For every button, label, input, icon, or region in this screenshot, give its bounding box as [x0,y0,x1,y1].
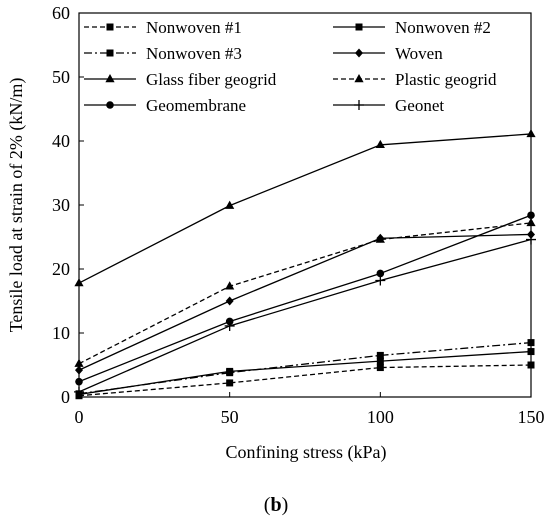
series-line [78,350,532,396]
legend-marker [106,23,114,31]
y-tick-label: 10 [52,323,70,343]
series-line [78,222,532,365]
legend-marker [106,49,114,57]
series-2 [75,339,535,398]
y-tick-label: 40 [52,131,70,151]
panel-label-close-paren: ) [282,494,289,516]
y-tick-label: 60 [52,3,70,23]
legend-item: Nonwoven #3 [84,44,242,63]
legend: Nonwoven #1 Nonwoven #2 Nonwoven #3 Woven Gl… [84,18,497,115]
y-tick-label: 0 [61,387,70,407]
data-point [375,234,385,243]
series-line [78,133,532,284]
data-point [376,351,384,359]
legend-label: Plastic geogrid [395,70,497,89]
legend-item: Geonet [333,96,444,115]
data-point [74,278,84,287]
legend-label: Nonwoven #1 [146,18,242,37]
data-point [376,357,384,365]
data-point [526,217,536,227]
data-point [376,269,385,278]
y-tick-label: 20 [52,259,70,279]
legend-marker [355,23,363,31]
data-point [225,296,234,306]
data-point [75,377,83,386]
series-line [78,341,532,395]
x-axis-title: Confining stress (kPa) [226,442,387,463]
series-3 [75,229,535,375]
data-point [224,320,235,331]
data-point [527,211,535,220]
data-point [527,339,535,347]
series-line [78,233,532,371]
legend-label: Nonwoven #3 [146,44,242,63]
series-6 [75,211,535,386]
legend-item: Geomembrane [84,96,246,115]
series-4 [74,128,536,287]
legend-label: Geonet [395,96,444,115]
panel-label-open-paren: ( [264,494,271,516]
data-point [526,128,536,138]
legend-label: Geomembrane [146,96,246,115]
legend-label: Glass fiber geogrid [146,70,277,89]
series-5 [74,217,536,367]
legend-item: Glass fiber geogrid [84,70,277,89]
legend-item: Nonwoven #1 [84,18,242,37]
data-point [225,200,235,209]
legend-marker [354,74,364,83]
data-point [527,361,535,369]
data-point [74,358,84,367]
legend-marker [106,101,114,109]
x-tick-label: 100 [367,407,394,427]
x-tick-label: 150 [518,407,545,427]
data-point [375,275,386,286]
x-tick-label: 50 [221,407,239,427]
data-point [527,229,535,239]
series-0 [75,361,535,400]
y-tick-label: 30 [52,195,70,215]
x-tick-label: 0 [75,407,84,427]
axes: Confining stress (kPa) Tensile load at s… [6,3,545,463]
legend-marker [355,48,363,58]
legend-item: Nonwoven #2 [333,18,491,37]
data-point [226,369,234,377]
svg-text:(b): (b) [264,494,288,516]
series-line [78,238,532,393]
legend-marker [354,100,364,110]
legend-label: Nonwoven #2 [395,18,491,37]
data-point [225,281,235,290]
data-point [375,139,385,149]
panel-label-letter: b [270,494,281,516]
series-line [78,364,532,397]
data-point [527,348,535,356]
panel-label: (b) [264,494,288,516]
series-7 [74,234,536,397]
legend-item: Woven [333,44,443,63]
legend-label: Woven [395,44,443,63]
data-point [75,365,83,375]
data-point [226,379,234,387]
y-axis-title: Tensile load at strain of 2% (kN/m) [6,78,27,333]
data-point [526,234,536,245]
legend-item: Plastic geogrid [333,70,497,89]
y-tick-label: 50 [52,67,70,87]
data-point [376,364,384,372]
series-line [78,214,532,383]
series-layer [74,128,536,400]
legend-marker [105,74,115,83]
